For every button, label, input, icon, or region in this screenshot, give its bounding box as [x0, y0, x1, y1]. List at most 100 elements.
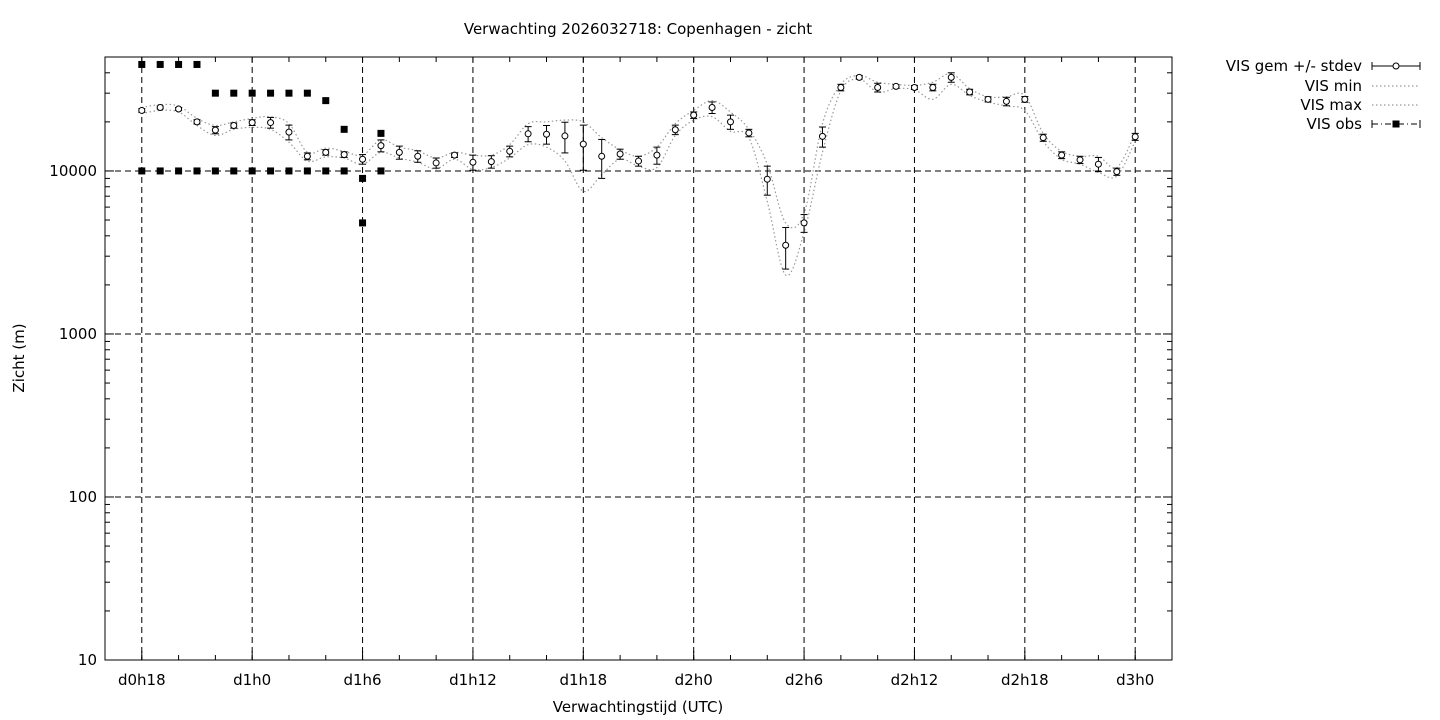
- mean-point: [267, 119, 275, 127]
- mean-point: [966, 88, 974, 96]
- legend-label: VIS max: [1300, 96, 1362, 114]
- x-tick-label: d3h0: [1116, 671, 1154, 689]
- mean-point: [598, 152, 606, 160]
- minor-ticks: [104, 56, 1173, 660]
- obs-point: [138, 167, 146, 175]
- mean-point: [248, 119, 256, 127]
- mean-point: [561, 132, 569, 140]
- range-lines: [141, 73, 1136, 277]
- mean-point: [543, 130, 551, 138]
- plot-frame: [104, 56, 1173, 661]
- obs-point: [267, 167, 275, 175]
- mean-point: [211, 126, 219, 134]
- obs-point: [303, 89, 311, 97]
- mean-point: [579, 140, 587, 148]
- y-axis-label: Zicht (m): [10, 323, 28, 392]
- mean-point: [1094, 160, 1102, 168]
- mean-point: [1039, 134, 1047, 142]
- x-axis-label: Verwachtingstijd (UTC): [553, 698, 724, 716]
- mean-point: [377, 142, 385, 150]
- mean-point: [432, 159, 440, 167]
- obs-point: [359, 174, 367, 182]
- mean-point: [910, 83, 918, 91]
- obs-point: [175, 167, 183, 175]
- mean-point: [506, 147, 514, 155]
- mean-point: [1131, 133, 1139, 141]
- mean-point: [690, 111, 698, 119]
- x-tick-label: d2h18: [1001, 671, 1049, 689]
- mean-point: [1113, 168, 1121, 176]
- x-tick-label: d2h12: [891, 671, 939, 689]
- mean-point: [708, 104, 716, 112]
- legend-swatch-marker: [1392, 62, 1400, 70]
- mean-point: [524, 130, 532, 138]
- obs-point: [248, 167, 256, 175]
- mean-point: [929, 83, 937, 91]
- mean-point: [395, 148, 403, 156]
- mean-point: [745, 129, 753, 137]
- obs-point: [340, 125, 348, 133]
- grid: [105, 57, 1172, 660]
- obs-point: [377, 129, 385, 137]
- legend-swatch-marker: [1392, 120, 1400, 128]
- obs-point: [285, 89, 293, 97]
- mean-point: [230, 122, 238, 130]
- mean-point: [782, 241, 790, 249]
- y-tick-label: 10000: [49, 162, 97, 180]
- mean-point: [285, 128, 293, 136]
- obs-point: [156, 60, 164, 68]
- mean-point: [892, 82, 900, 90]
- obs-point: [377, 167, 385, 175]
- obs-point: [211, 167, 219, 175]
- mean-point: [653, 151, 661, 159]
- mean-point: [837, 83, 845, 91]
- obs-point: [230, 167, 238, 175]
- obs-point: [248, 89, 256, 97]
- x-tick-label: d1h18: [559, 671, 607, 689]
- chart-title: Verwachting 2026032718: Copenhagen - zic…: [464, 20, 812, 38]
- mean-point: [138, 106, 146, 114]
- mean-point: [340, 151, 348, 159]
- mean-point: [671, 126, 679, 134]
- obs-point: [285, 167, 293, 175]
- mean-point: [818, 132, 826, 140]
- y-tick-label: 100: [68, 488, 97, 506]
- mean-point: [616, 150, 624, 158]
- obs-point: [303, 167, 311, 175]
- mean-point: [635, 157, 642, 165]
- obs-point: [267, 89, 275, 97]
- mean-point: [156, 104, 164, 112]
- mean-point: [322, 148, 330, 156]
- mean-point: [984, 95, 992, 103]
- x-tick-label: d1h0: [233, 671, 271, 689]
- mean-point: [726, 118, 734, 126]
- obs-point: [175, 60, 183, 68]
- mean-point: [359, 155, 367, 163]
- mean-point: [414, 152, 422, 160]
- x-axis-ticks: d0h18 d1h0 d1h6 d1h12 d1h18 d2h0 d2h6 d2h12 d2h1…: [118, 651, 1154, 689]
- mean-point: [1076, 156, 1084, 164]
- x-tick-label: d1h6: [343, 671, 381, 689]
- legend-label: VIS gem +/- stdev: [1226, 57, 1362, 75]
- obs-point: [322, 97, 330, 105]
- obs-point: [322, 167, 330, 175]
- obs-point: [211, 89, 219, 97]
- obs-point: [193, 60, 201, 68]
- x-tick-label: d1h12: [449, 671, 497, 689]
- obs-point: [340, 167, 348, 175]
- mean-point: [487, 158, 495, 166]
- mean-point: [947, 73, 955, 81]
- obs-point: [156, 167, 164, 175]
- x-tick-label: d2h6: [785, 671, 823, 689]
- x-tick-label: d0h18: [118, 671, 166, 689]
- mean-point: [800, 219, 808, 227]
- mean-point: [855, 73, 863, 81]
- mean-point: [874, 83, 882, 91]
- mean-point: [1058, 151, 1066, 159]
- obs-point: [138, 60, 146, 68]
- mean-point: [1002, 97, 1010, 105]
- legend-label: VIS min: [1305, 77, 1362, 95]
- mean-point: [1021, 95, 1029, 103]
- mean-point: [175, 105, 183, 113]
